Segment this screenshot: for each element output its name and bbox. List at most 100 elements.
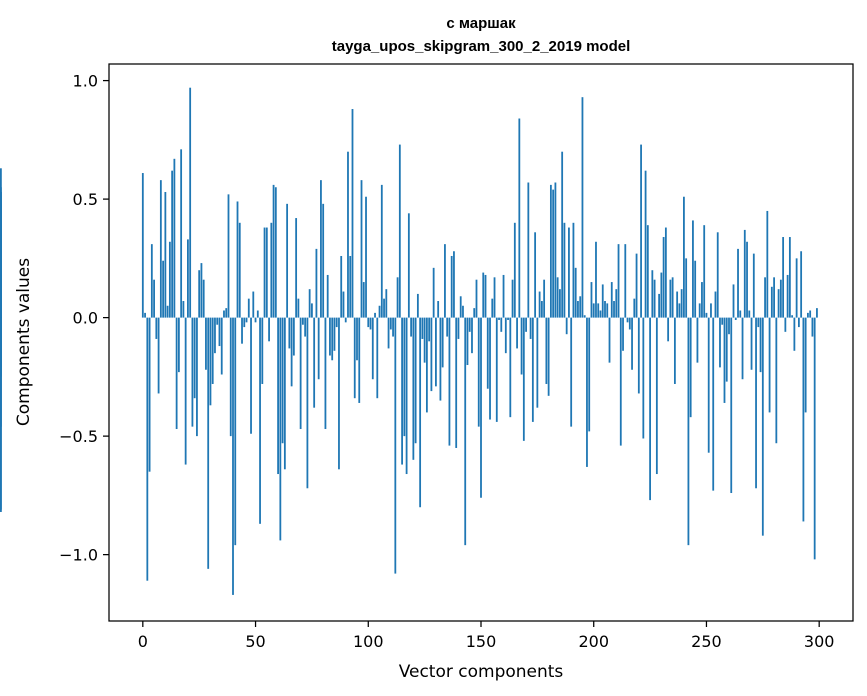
bar-component-246: [696, 317, 699, 363]
bar-component-73: [306, 317, 309, 489]
bar-component-136: [448, 317, 451, 446]
bar-component-213: [622, 317, 624, 351]
bar-component-221: [640, 144, 642, 318]
bar-component-163: [509, 317, 512, 418]
bar-component-260: [728, 317, 730, 335]
bar-component-193: [577, 301, 579, 318]
bar-component-182: [552, 189, 555, 318]
bar-component-123: [419, 317, 422, 508]
bar-component-141: [459, 296, 462, 318]
bar-component-279: [770, 286, 773, 318]
bar-component-219: [635, 253, 638, 318]
bar-component-22: [191, 317, 194, 427]
bar-component-284: [782, 237, 785, 318]
bar-component-68: [295, 218, 298, 318]
bar-component-249: [703, 225, 706, 318]
bar-component-278: [768, 317, 771, 413]
bar-component-267: [743, 229, 746, 318]
bar-component-172: [529, 317, 532, 339]
bar-component-257: [721, 317, 724, 325]
bar-component-216: [628, 317, 631, 330]
bar-component-215: [626, 317, 629, 323]
bar-component-226: [651, 270, 654, 318]
bar-component-89: [342, 291, 345, 318]
bar-component-250: [705, 312, 708, 318]
bar-component-296: [809, 310, 812, 318]
bar-component-58: [272, 184, 275, 318]
bar-component-75: [311, 303, 313, 318]
bar-component-254: [714, 291, 717, 318]
bar-component-83: [329, 317, 331, 356]
bar-component-165: [513, 222, 516, 318]
bar-component-9: [162, 260, 165, 318]
bar-component-242: [687, 317, 690, 546]
bar-component-155: [491, 298, 494, 318]
bar-component-140: [457, 317, 460, 339]
bar-component-20: [187, 239, 189, 318]
bar-component-272: [755, 317, 757, 489]
y-axis-label: Components values: [14, 258, 34, 426]
bar-component-64: [286, 203, 289, 318]
bar-component-235: [671, 277, 674, 318]
bar-component-166: [516, 317, 518, 349]
bar-component-106: [380, 184, 383, 318]
bar-component-147: [473, 308, 476, 318]
bar-component-12: [168, 241, 171, 318]
bar-component-190: [570, 317, 573, 427]
bar-component-253: [712, 317, 715, 491]
bar-component-154: [489, 317, 491, 420]
bar-component-201: [595, 241, 597, 318]
y-tick-label: −1.0: [59, 546, 98, 565]
bar-component-101: [369, 317, 372, 330]
bar-component-150: [480, 317, 482, 498]
bar-component-44: [241, 317, 243, 344]
bar-component-222: [642, 317, 645, 439]
bar-component-112: [394, 317, 397, 574]
bar-component-113: [396, 277, 399, 318]
bar-component-261: [730, 317, 733, 494]
bar-component-233: [667, 317, 670, 342]
bar-component-34: [218, 317, 221, 347]
bar-component-57: [270, 222, 273, 318]
bar-component-243: [689, 317, 692, 418]
bar-component-127: [428, 317, 431, 342]
bar-component-26: [200, 263, 203, 318]
bar-component-70: [299, 317, 302, 430]
bar-component-128: [430, 317, 433, 392]
bar-component-187: [563, 222, 566, 318]
bar-component-13: [171, 170, 174, 318]
bar-component-130: [435, 317, 437, 387]
bar-component-36: [223, 310, 225, 318]
bar-component-104: [376, 317, 379, 399]
bar-component-184: [556, 277, 559, 318]
bar-component-162: [507, 317, 509, 320]
bar-component-30: [209, 317, 212, 406]
bar-component-71: [301, 317, 304, 325]
bar-component-224: [646, 225, 649, 318]
bar-component-111: [392, 317, 394, 337]
bar-component-42: [236, 201, 239, 318]
bar-component-290: [795, 258, 798, 318]
bar-component-105: [378, 305, 381, 318]
bar-component-144: [466, 317, 469, 366]
bar-component-276: [764, 277, 766, 318]
bar-component-283: [779, 279, 782, 318]
bar-component-27: [202, 279, 205, 318]
bar-component-25: [198, 270, 201, 318]
bar-component-234: [669, 279, 672, 318]
bar-component-1: [144, 312, 146, 318]
bar-component-191: [572, 222, 575, 318]
bar-component-159: [500, 317, 503, 332]
bar-component-168: [520, 317, 523, 375]
bar-component-205: [604, 301, 606, 318]
bar-component-262: [732, 284, 735, 318]
bar-component-220: [637, 317, 640, 394]
bar-component-194: [579, 296, 582, 318]
bar-component-61: [279, 317, 282, 541]
bar-component-212: [619, 317, 622, 446]
bar-component-265: [739, 310, 742, 318]
bar-component-269: [748, 310, 751, 318]
bar-component-40: [232, 317, 234, 595]
bar-component-126: [425, 317, 428, 413]
bar-component-203: [599, 310, 602, 318]
